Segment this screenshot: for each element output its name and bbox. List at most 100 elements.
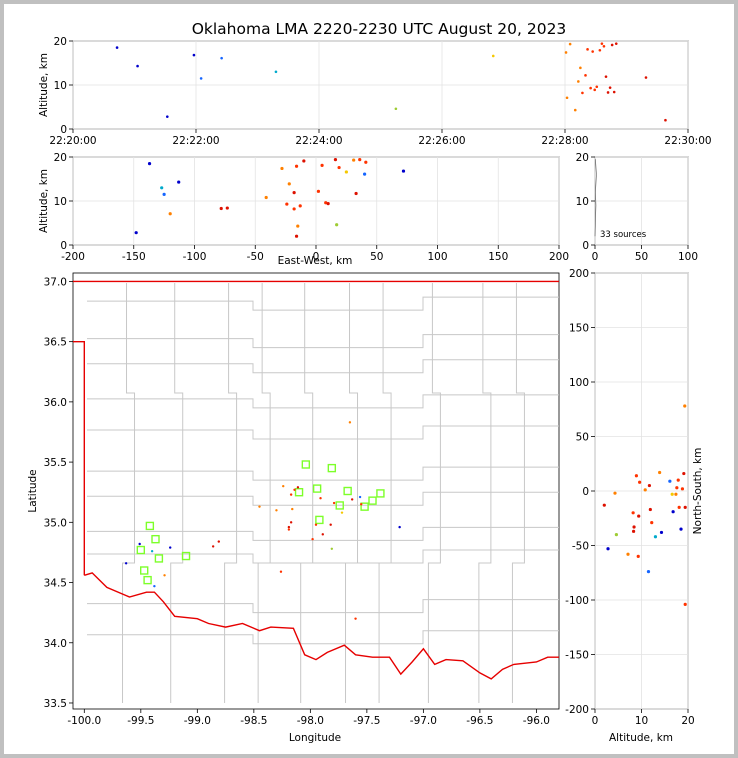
lma-station xyxy=(315,515,324,525)
source-point-time xyxy=(606,91,610,94)
source-point-time xyxy=(192,53,196,57)
x-tick-label: 22:20:00 xyxy=(49,135,96,147)
source-point-map xyxy=(319,497,322,500)
source-point-ns xyxy=(643,488,647,492)
source-point-map xyxy=(282,484,285,488)
source-point-ew xyxy=(320,163,324,167)
source-point-ns xyxy=(683,602,687,606)
grid-layer xyxy=(72,40,689,710)
lma-station xyxy=(181,551,191,561)
source-point-ew xyxy=(162,192,166,196)
source-point-time xyxy=(584,74,587,77)
county-boundary xyxy=(87,549,559,564)
y-tick-label: 20 xyxy=(576,152,589,164)
source-point-time xyxy=(568,42,572,46)
source-point-map xyxy=(275,509,278,512)
source-point-map xyxy=(398,525,401,529)
x-tick-label: 100 xyxy=(678,251,698,263)
county-boundary xyxy=(224,283,238,703)
source-point-ns xyxy=(683,404,687,408)
source-point-map xyxy=(153,584,156,588)
source-point-ew xyxy=(292,191,296,195)
source-point-map xyxy=(293,488,296,491)
source-point-map xyxy=(330,547,334,551)
x-tick-label: 10 xyxy=(635,715,648,727)
source-point-ns xyxy=(650,521,654,525)
source-point-ns xyxy=(631,529,636,533)
x-tick-label: -97.5 xyxy=(353,715,380,727)
source-point-ns xyxy=(671,510,675,514)
source-point-ew xyxy=(335,223,339,227)
x-tick-label: 22:22:00 xyxy=(172,135,219,147)
source-point-ns xyxy=(634,474,638,478)
y-tick-label: 37.0 xyxy=(44,276,67,288)
source-point-ns xyxy=(626,552,630,556)
source-point-ns xyxy=(653,535,658,539)
source-point-ns xyxy=(648,507,652,512)
lma-station xyxy=(143,575,152,585)
source-point-time xyxy=(664,118,667,122)
county-boundary xyxy=(300,283,314,703)
y-tick-label: 33.5 xyxy=(44,698,67,710)
y-tick-label: 0 xyxy=(60,124,67,136)
y-tick-label: 36.5 xyxy=(44,337,67,349)
source-point-ns xyxy=(613,491,617,495)
y-tick-label: 10 xyxy=(54,80,67,92)
x-tick-label: -150 xyxy=(122,251,146,263)
y-tick-label: 50 xyxy=(576,432,589,444)
y-tick-label: 35.0 xyxy=(44,517,67,529)
county-boundary xyxy=(87,296,559,311)
source-point-ns xyxy=(606,547,610,551)
x-tick-label: -98.0 xyxy=(297,715,324,727)
source-point-map xyxy=(169,546,172,549)
y-tick-label: 0 xyxy=(582,240,589,252)
source-point-map xyxy=(354,617,357,620)
y-tick-label: -50 xyxy=(572,541,589,553)
source-point-time xyxy=(565,96,569,100)
source-point-time xyxy=(600,42,604,45)
x-tick-label: -96.0 xyxy=(523,715,550,727)
county-boundary xyxy=(87,630,559,645)
y-tick-label: 10 xyxy=(54,196,67,208)
county-boundary xyxy=(87,466,559,481)
source-point-ew xyxy=(401,169,406,173)
source-point-ew xyxy=(337,165,341,170)
y-tick-label: 34.5 xyxy=(44,578,67,590)
source-point-ew xyxy=(225,206,229,210)
x-tick-label: -99.0 xyxy=(184,715,211,727)
source-point-map xyxy=(296,486,300,489)
x-tick-label: 22:30:00 xyxy=(664,135,711,147)
x-tick-label: -50 xyxy=(247,251,264,263)
county-boundary xyxy=(122,283,136,703)
y-tick-label: 100 xyxy=(569,377,589,389)
source-point-time xyxy=(199,77,203,80)
source-point-ns xyxy=(670,492,674,496)
ticks-layer: 22:20:00 22:22:00 22:24:00 22:26:00 22:28:00… xyxy=(44,36,712,727)
source-point-ns xyxy=(679,527,683,531)
source-point-ew xyxy=(160,186,164,190)
county-boundary xyxy=(87,526,559,541)
lma-station xyxy=(360,502,369,511)
source-point-ns xyxy=(632,525,636,529)
source-point-map xyxy=(340,511,344,514)
source-point-time xyxy=(610,43,614,47)
map-panel xyxy=(72,272,560,710)
x-tick-label: 50 xyxy=(635,251,648,263)
source-point-ew xyxy=(285,202,289,206)
county-boundary xyxy=(87,491,559,506)
source-point-ew xyxy=(292,207,296,211)
source-point-ns xyxy=(614,533,618,537)
lma-station xyxy=(312,484,322,493)
altitude-histogram xyxy=(594,159,597,237)
source-point-ns xyxy=(677,505,681,509)
county-boundary xyxy=(87,359,559,374)
lma-station xyxy=(145,521,155,531)
source-point-ns xyxy=(638,480,642,484)
source-point-map xyxy=(138,542,141,546)
source-point-ns xyxy=(637,514,641,518)
county-boundary xyxy=(87,334,559,349)
source-point-ns xyxy=(674,492,678,496)
x-tick-label: 0 xyxy=(592,715,599,727)
source-point-map xyxy=(217,540,220,543)
source-point-ew xyxy=(326,202,330,206)
